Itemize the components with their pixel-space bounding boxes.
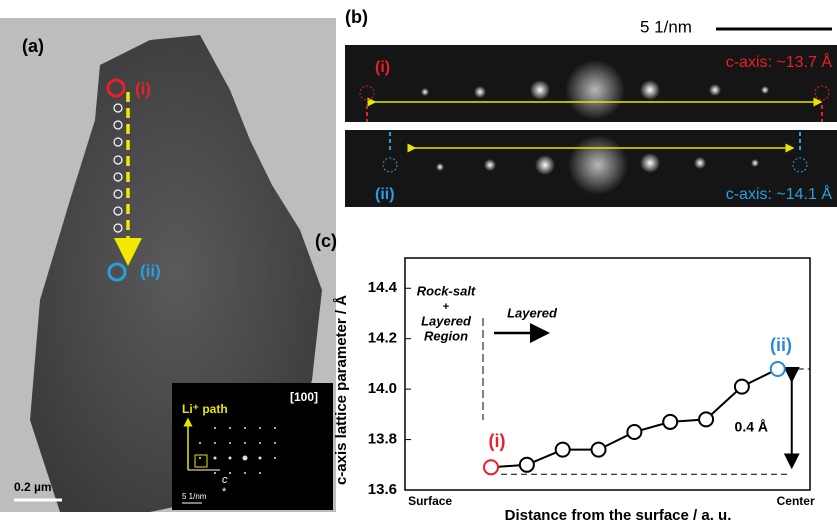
strip-label: (i) [375,59,390,76]
data-point [735,380,749,394]
annotation: (i) [489,431,506,451]
inset-axis: c [222,474,228,486]
page: {"panel_a": {"label": "(a)", "point_i": … [0,0,837,525]
inset-scale: 5 1/nm [182,492,207,501]
data-point [484,460,498,474]
annotation: 0.4 Å [735,419,768,435]
x-axis-label: Distance from the surface / a. u. [505,507,732,524]
point-label: (i) [135,79,151,98]
data-point [556,443,570,457]
panel-label: (b) [345,7,368,27]
y-axis-label: c-axis lattice parameter / Å [333,295,350,485]
data-point [699,412,713,426]
inset-star: * [222,486,227,498]
inset-path: Li⁺ path [182,402,228,416]
annotation: + [443,301,449,313]
y-tick-label: 14.2 [368,330,397,347]
data-point [520,458,534,472]
strip-caxis: c-axis: ~13.7 Å [726,52,833,71]
strip-caxis: c-axis: ~14.1 Å [726,184,833,203]
data-point [771,362,785,376]
scale-label: 5 1/nm [640,17,692,36]
y-tick-label: 14.4 [368,279,398,296]
y-tick-label: 14.0 [368,380,397,397]
annotation: (ii) [770,335,792,355]
scale-label: 0.2 µm [14,480,52,494]
annotation: Region [424,328,468,343]
inset-zone: [100] [290,390,318,404]
data-point [592,443,606,457]
annotation: Layered [507,305,558,320]
figure: (a) (i) (ii) [100] Li⁺ path c * 5 1/nm 0… [0,0,837,525]
y-tick-label: 13.8 [368,431,397,448]
data-point [627,425,641,439]
x-tick-label: Center [777,494,815,508]
point-label: (ii) [140,261,161,280]
annotation: Rock-salt [417,283,476,298]
panel-label: (a) [22,36,44,56]
data-point [663,415,677,429]
y-tick-label: 13.6 [368,481,397,498]
strip-label: (ii) [375,186,395,203]
panel-label: (c) [315,231,337,251]
x-tick-label: Surface [408,494,452,508]
annotation: Layered [421,313,472,328]
